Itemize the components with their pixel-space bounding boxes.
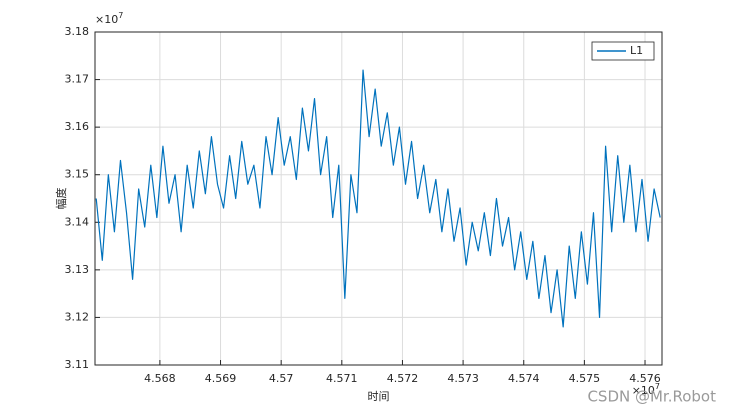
x-axis-label: 时间 xyxy=(368,390,390,403)
y-tick-label: 3.15 xyxy=(65,168,90,181)
x-tick-label: 4.576 xyxy=(629,372,661,385)
legend: L1 xyxy=(591,41,655,61)
multiplier-exponent: 7 xyxy=(655,382,660,391)
x-tick-label: 4.573 xyxy=(447,372,479,385)
y-tick-label: 3.17 xyxy=(65,73,90,86)
legend-label: L1 xyxy=(630,44,643,57)
x-tick-label: 4.569 xyxy=(205,372,237,385)
multiplier-base: ×10 xyxy=(632,384,655,397)
y-multiplier: ×107 xyxy=(95,11,123,27)
x-tick-label: 4.57 xyxy=(269,372,294,385)
multiplier-base: ×10 xyxy=(95,13,118,26)
y-tick-label: 3.13 xyxy=(65,263,90,276)
x-tick-label: 4.574 xyxy=(508,372,540,385)
x-tick-label: 4.568 xyxy=(144,372,176,385)
y-tick-label: 3.16 xyxy=(65,120,90,133)
multiplier-exponent: 7 xyxy=(118,11,123,20)
axes-box xyxy=(94,31,663,366)
y-axis-label: 幅度 xyxy=(54,188,68,210)
data-line xyxy=(95,69,661,328)
y-tick-label: 3.18 xyxy=(65,25,90,38)
x-tick-label: 4.572 xyxy=(387,372,419,385)
y-tick-label: 3.14 xyxy=(65,215,90,228)
y-tick-label: 3.11 xyxy=(65,358,90,371)
x-multiplier: ×107 xyxy=(632,382,660,398)
watermark: CSDN @Mr.Robot xyxy=(587,388,716,406)
y-tick-label: 3.12 xyxy=(65,310,90,323)
x-tick-label: 4.571 xyxy=(326,372,358,385)
x-tick-label: 4.575 xyxy=(569,372,601,385)
